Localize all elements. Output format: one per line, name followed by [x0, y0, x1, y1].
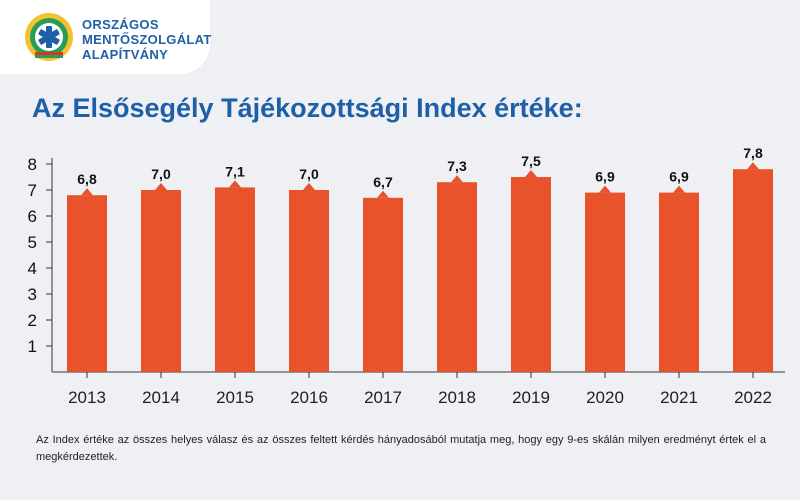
bar-chart: 1 2 3 4 5 6 7 8 6,8 2013 7,0 2014 7,1 2015 7,0 2016 6,7 2…: [28, 145, 785, 407]
x-tick-label: 2020: [586, 388, 624, 407]
logo-line-3: ALAPÍTVÁNY: [82, 47, 169, 62]
bar-pointer: [377, 190, 389, 198]
data-label: 7,3: [447, 158, 467, 174]
bar-2019: [511, 177, 551, 372]
data-label: 6,9: [595, 169, 615, 185]
bar-2015: [215, 187, 255, 372]
x-tick-label: 2021: [660, 388, 698, 407]
y-tick-label: 6: [28, 207, 37, 226]
bar-pointer: [747, 162, 759, 170]
bar-2017: [363, 197, 403, 372]
y-tick-label: 5: [28, 233, 37, 252]
x-tick-label: 2018: [438, 388, 476, 407]
bar-2014: [141, 190, 181, 372]
y-tick-label: 3: [28, 285, 37, 304]
bar-2021: [659, 192, 699, 372]
x-tick-label: 2013: [68, 388, 106, 407]
logo-box: ORSZÁGOS MENTŐSZOLGÁLAT ALAPÍTVÁNY: [0, 0, 212, 74]
bar-2020: [585, 192, 625, 372]
bar-2016: [289, 190, 329, 372]
data-label: 7,1: [225, 163, 245, 179]
bar-pointer: [229, 180, 241, 188]
chart-title: Az Elsősegély Tájékozottsági Index érték…: [32, 93, 583, 123]
bar-pointer: [451, 175, 463, 183]
x-tick-label: 2017: [364, 388, 402, 407]
star-of-life-emblem-icon: [25, 13, 73, 61]
x-tick-label: 2019: [512, 388, 550, 407]
chart-footnote: Az Index értéke az összes helyes válasz …: [36, 434, 766, 463]
bar-2018: [437, 182, 477, 372]
data-label: 6,7: [373, 174, 393, 190]
bar-pointer: [599, 185, 611, 193]
data-label: 7,8: [743, 145, 763, 161]
y-tick-label: 2: [28, 311, 37, 330]
logo-line-1: ORSZÁGOS: [82, 17, 159, 32]
logo-line-2: MENTŐSZOLGÁLAT: [82, 32, 212, 47]
data-label: 7,0: [151, 166, 171, 182]
data-label: 6,8: [77, 171, 97, 187]
logo-text: ORSZÁGOS MENTŐSZOLGÁLAT ALAPÍTVÁNY: [82, 17, 212, 62]
y-tick-label: 1: [28, 337, 37, 356]
bar-pointer: [673, 185, 685, 193]
data-label: 7,5: [521, 153, 541, 169]
bar-pointer: [155, 183, 167, 190]
x-tick-label: 2014: [142, 388, 180, 407]
bar-2013: [67, 195, 107, 372]
bar-pointer: [303, 183, 315, 190]
x-tick-label: 2016: [290, 388, 328, 407]
y-tick-label: 7: [28, 181, 37, 200]
bar-pointer: [81, 188, 93, 196]
x-tick-label: 2015: [216, 388, 254, 407]
y-tick-label: 8: [28, 155, 37, 174]
data-label: 7,0: [299, 166, 319, 182]
bar-2022: [733, 169, 773, 372]
bar-pointer: [525, 170, 537, 177]
x-tick-label: 2022: [734, 388, 772, 407]
data-label: 6,9: [669, 169, 689, 185]
y-tick-label: 4: [28, 259, 37, 278]
